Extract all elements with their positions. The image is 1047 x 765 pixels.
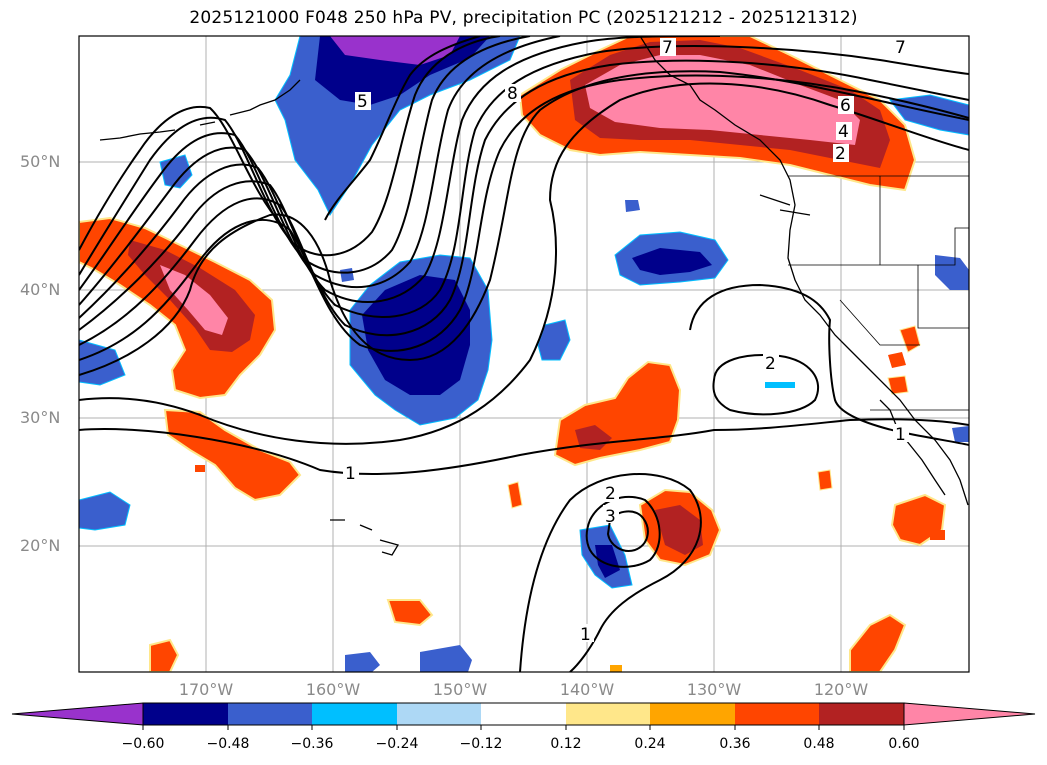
lat-label-30n: 30°N xyxy=(20,408,61,427)
colorbar-segment xyxy=(312,703,397,725)
lat-label-20n: 20°N xyxy=(20,536,61,555)
negative-pc-regions xyxy=(79,36,969,672)
contour-label: 1 xyxy=(895,425,906,445)
colorbar-tick: −0.60 xyxy=(121,736,165,752)
colorbar-segment xyxy=(735,703,819,725)
colorbar-tick: −0.48 xyxy=(206,736,250,752)
lon-label-130w: 130°W xyxy=(686,680,742,699)
colorbar-tick: 0.60 xyxy=(888,736,920,752)
colorbar-segment xyxy=(819,703,904,725)
colorbar-segment xyxy=(566,703,650,725)
contour-label: 1 xyxy=(345,464,356,484)
contour-label: 3 xyxy=(605,507,616,527)
colorbar-segment xyxy=(228,703,312,725)
colorbar-tick: −0.12 xyxy=(459,736,503,752)
colorbar-tick: −0.24 xyxy=(375,736,419,752)
lat-label-50n: 50°N xyxy=(20,152,61,171)
colorbar-tick: 0.12 xyxy=(550,736,582,752)
colorbar-segment xyxy=(397,703,481,725)
contour-label: 4 xyxy=(838,122,849,142)
coastlines xyxy=(99,36,969,556)
contour-label: 2 xyxy=(835,144,846,164)
colorbar-segment xyxy=(143,703,228,725)
lon-label-120w: 120°W xyxy=(813,680,869,699)
contour-label: 5 xyxy=(357,92,368,112)
plot-frame xyxy=(78,35,970,673)
colorbar xyxy=(11,702,1036,730)
contour-label: 7 xyxy=(895,38,906,58)
colorbar-tick: 0.24 xyxy=(634,736,666,752)
lon-label-150w: 150°W xyxy=(432,680,488,699)
colorbar-extend-right xyxy=(903,702,1036,726)
colorbar-segment xyxy=(481,703,566,725)
pos-blob-west xyxy=(79,216,277,400)
pv-contours xyxy=(79,36,969,672)
chart-title: 2025121000 F048 250 hPa PV, precipitatio… xyxy=(189,8,858,28)
lon-label-160w: 160°W xyxy=(305,680,361,699)
pos-blob-mid xyxy=(553,360,682,467)
contour-label: 7 xyxy=(662,38,673,58)
colorbar-tick: 0.36 xyxy=(719,736,751,752)
lon-label-140w: 140°W xyxy=(559,680,615,699)
borders xyxy=(788,175,969,411)
positive-pc-regions xyxy=(79,36,947,672)
lon-label-170w: 170°W xyxy=(178,680,234,699)
contour-label-group: 8 7 6 5 4 2 1 2 3 1 1 2 7 xyxy=(343,38,909,645)
contour-label: 1 xyxy=(580,625,591,645)
colorbar-extend-left xyxy=(11,702,144,726)
contour-label: 2 xyxy=(765,354,776,374)
colorbar-tick: −0.36 xyxy=(290,736,334,752)
lat-label-40n: 40°N xyxy=(20,280,61,299)
colorbar-tick: 0.48 xyxy=(803,736,835,752)
colorbar-segment xyxy=(650,703,735,725)
contour-label: 8 xyxy=(507,84,518,104)
contour-label: 6 xyxy=(840,96,851,116)
contour-label: 2 xyxy=(605,484,616,504)
